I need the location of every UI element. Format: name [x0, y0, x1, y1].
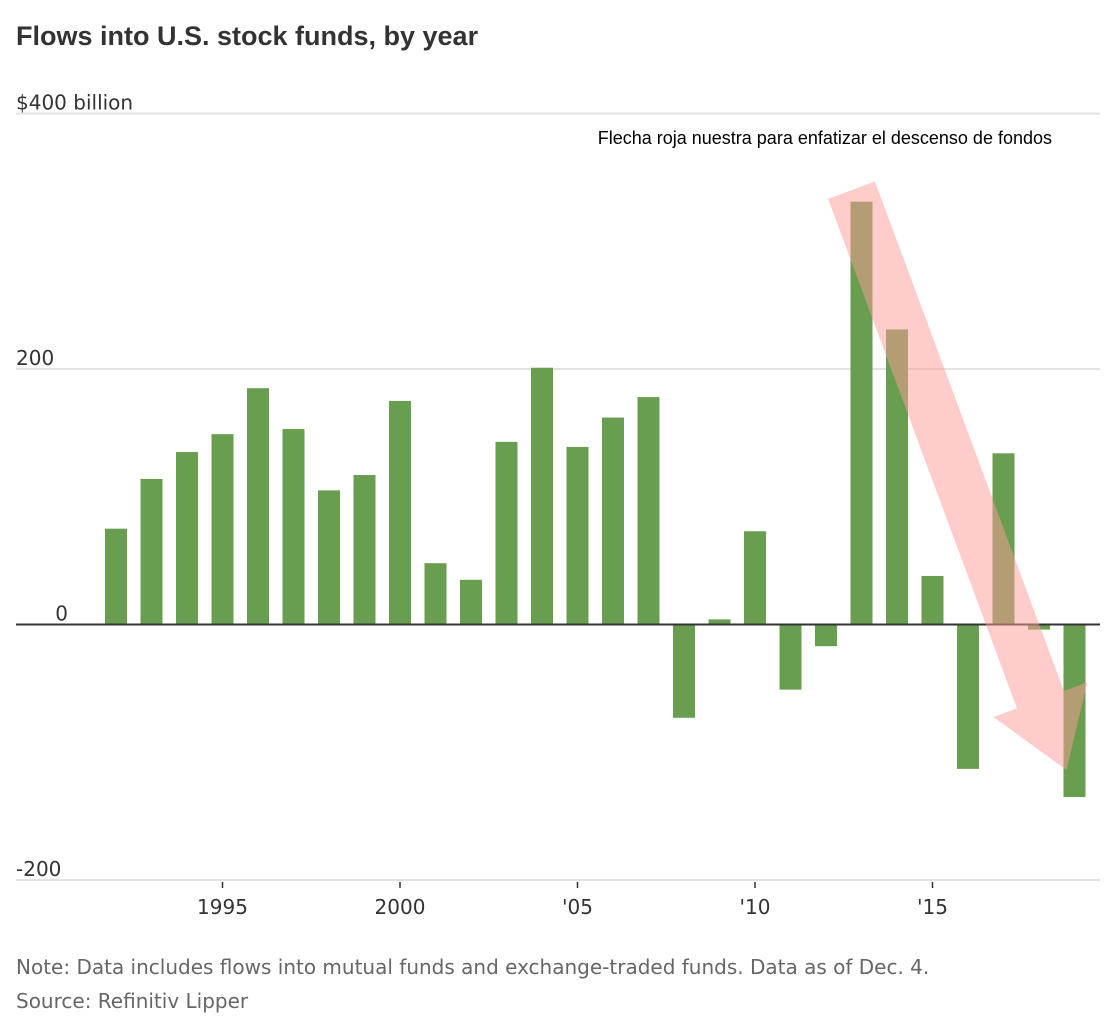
- bar-1993: [140, 478, 163, 625]
- bar-1995: [211, 434, 234, 625]
- chart-source: Source: Refinitiv Lipper: [16, 989, 249, 1013]
- bar-1992: [105, 528, 127, 625]
- chart-title: Flows into U.S. stock funds, by year: [16, 21, 479, 51]
- red-arrow: [828, 181, 1088, 770]
- bar-1996: [247, 388, 269, 625]
- bar-2016: [957, 624, 979, 769]
- bar-2008: [673, 624, 695, 718]
- bar-2006: [602, 417, 624, 625]
- x-tick-label: '10: [740, 895, 771, 919]
- y-axis: $400 billion 200 0 -200: [16, 91, 133, 882]
- bar-1999: [353, 475, 376, 625]
- bar-2005: [566, 446, 589, 625]
- bar-2011: [779, 624, 802, 690]
- bar-2010: [744, 531, 766, 625]
- bars: [105, 201, 1086, 797]
- x-tick-label: 2000: [375, 895, 426, 919]
- bar-2007: [637, 397, 660, 625]
- y-tick-label: 200: [16, 346, 54, 370]
- bar-1994: [176, 452, 198, 625]
- bar-1997: [282, 429, 305, 625]
- bar-2000: [389, 400, 411, 625]
- bar-2013: [850, 201, 873, 625]
- x-tick-label: '15: [917, 895, 948, 919]
- bar-2001: [424, 563, 447, 625]
- y-tick-label: $400 billion: [16, 91, 133, 115]
- bar-2014: [886, 329, 908, 625]
- bar-1998: [318, 490, 340, 625]
- bar-2015: [921, 575, 944, 625]
- y-tick-label: 0: [55, 602, 68, 626]
- bar-2012: [815, 624, 837, 647]
- bar-2003: [495, 441, 518, 625]
- y-tick-label: -200: [16, 857, 61, 881]
- chart-note: Note: Data includes flows into mutual fu…: [16, 955, 929, 979]
- annotation-arrow: [828, 181, 1088, 770]
- x-tick-label: 1995: [197, 895, 248, 919]
- x-tick-label: '05: [562, 895, 593, 919]
- bar-2004: [531, 367, 553, 625]
- bar-2002: [460, 579, 482, 625]
- x-axis: 1995 2000 '05 '10 '15: [197, 882, 948, 919]
- bar-2009: [708, 619, 731, 625]
- annotation-text: Flecha roja nuestra para enfatizar el de…: [598, 128, 1052, 148]
